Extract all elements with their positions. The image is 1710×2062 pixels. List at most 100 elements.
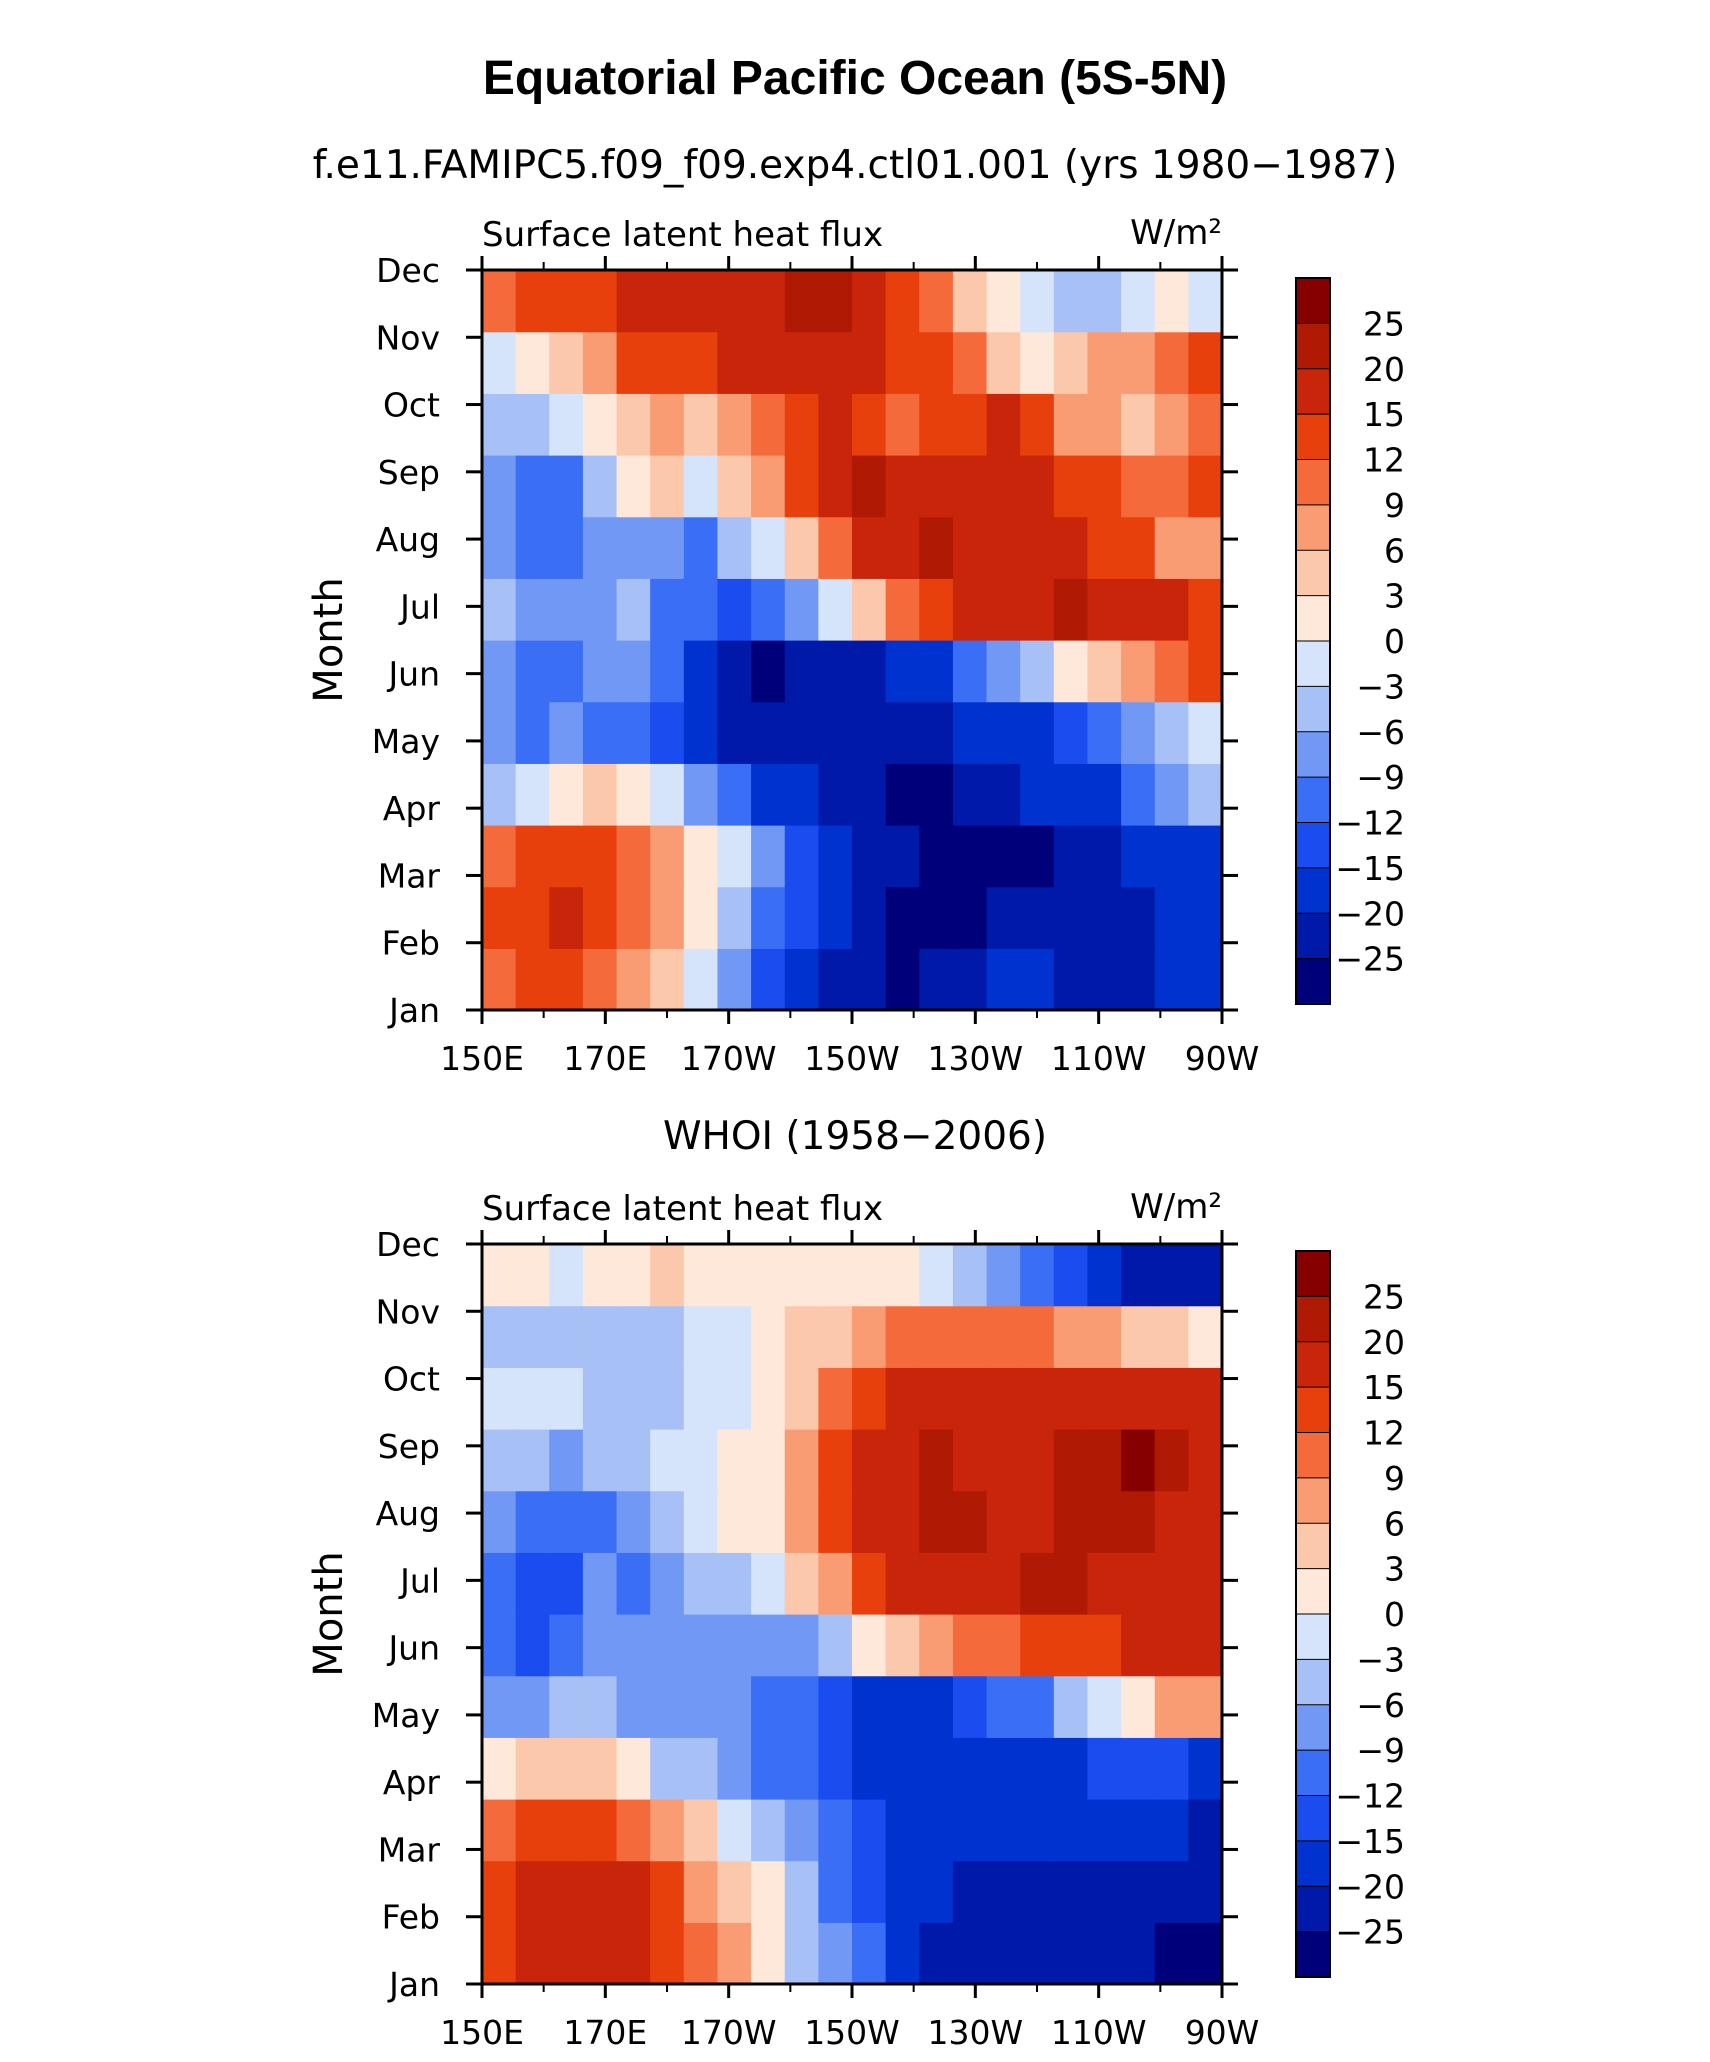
heatmap-cell: [683, 331, 719, 394]
heatmap-cell: [818, 640, 853, 703]
colorbar-swatch: [1295, 549, 1331, 597]
heatmap-cell: [1121, 1737, 1156, 1800]
heatmap-cell: [717, 578, 752, 641]
colorbar-level-label: 3: [1384, 577, 1405, 616]
heatmap-cell: [683, 393, 719, 456]
heatmap-cell: [683, 1552, 719, 1615]
heatmap-cell: [717, 701, 752, 764]
x-tick-label: 130W: [928, 2013, 1024, 2052]
heatmap-cell: [717, 1552, 752, 1615]
heatmap-cell: [717, 1244, 752, 1307]
heatmap-cell: [986, 578, 1021, 641]
heatmap-cell: [1188, 763, 1223, 826]
colorbar-level-label: −25: [1335, 1913, 1405, 1952]
heatmap-cell: [683, 455, 719, 518]
heatmap-cell: [515, 455, 550, 518]
heatmap-cell: [650, 331, 685, 394]
heatmap-cell: [751, 1922, 786, 1985]
heatmap-cell: [717, 1737, 752, 1800]
heatmap-cell: [1020, 578, 1055, 641]
heatmap-cell: [717, 886, 752, 949]
heatmap-cell: [482, 1675, 517, 1738]
heatmap-cell: [885, 825, 920, 888]
heatmap-cell: [1154, 825, 1189, 888]
colorbar-swatch: [1295, 731, 1331, 779]
heatmap-cell: [1154, 1552, 1189, 1615]
colorbar-swatch: [1295, 322, 1331, 370]
heatmap-cell: [1087, 701, 1122, 764]
figure-title: Equatorial Pacific Ocean (5S-5N): [483, 52, 1227, 105]
heatmap-cell: [986, 270, 1021, 333]
heatmap-cell: [919, 1799, 954, 1862]
heatmap-cell: [952, 1305, 988, 1368]
heatmap-cell: [650, 455, 685, 518]
y-axis-label: Month: [306, 1551, 352, 1676]
heatmap-cell: [1087, 1737, 1122, 1800]
heatmap-cell: [616, 948, 651, 1011]
heatmap-cell: [952, 1614, 988, 1677]
heatmap-cell: [717, 1922, 752, 1985]
heatmap-cell: [986, 393, 1021, 456]
colorbar-level-label: −25: [1335, 940, 1405, 979]
heatmap-cell: [885, 578, 920, 641]
colorbar-swatch: [1295, 1704, 1331, 1752]
y-tick-label: Mar: [378, 856, 441, 895]
colorbar-frame: [1295, 1250, 1331, 1978]
heatmap-cell: [482, 701, 517, 764]
heatmap-cell: [1020, 1799, 1055, 1862]
heatmap-cell: [482, 886, 517, 949]
variable-label: Surface latent heat flux: [482, 215, 883, 255]
heatmap-cell: [1121, 1429, 1156, 1492]
heatmap-cell: [515, 1860, 550, 1923]
heatmap-cell: [784, 1429, 819, 1492]
heatmap-cell: [582, 270, 618, 333]
y-tick-label: Feb: [382, 924, 440, 963]
heatmap-cell: [1121, 640, 1156, 703]
heatmap-cell: [986, 1552, 1021, 1615]
heatmap-cell: [751, 455, 786, 518]
heatmap-cell: [515, 1799, 550, 1862]
heatmap-cell: [1121, 1614, 1156, 1677]
heatmap-cell: [986, 1799, 1021, 1862]
heatmap-cell: [986, 1860, 1021, 1923]
heatmap-cell: [1053, 270, 1089, 333]
heatmap-cell: [1121, 825, 1156, 888]
heatmap-cell: [515, 640, 550, 703]
heatmap-cell: [818, 886, 853, 949]
colorbar-swatch: [1295, 1522, 1331, 1570]
y-tick-label: Nov: [376, 1292, 440, 1331]
heatmap-cell: [751, 1614, 786, 1677]
heatmap-cell: [1121, 948, 1156, 1011]
colorbar-swatch: [1295, 459, 1331, 506]
heatmap-cell: [1188, 1244, 1223, 1307]
heatmap-cell: [650, 1922, 685, 1985]
heatmap-cell: [986, 516, 1021, 579]
heatmap-cell: [952, 516, 988, 579]
heatmap-cell: [582, 331, 618, 394]
heatmap-cell: [616, 516, 651, 579]
colorbar-level-label: 9: [1384, 1459, 1405, 1498]
colorbar-swatch: [1295, 1613, 1331, 1661]
heatmap-cell: [852, 640, 887, 703]
heatmap-cell: [616, 270, 651, 333]
panel-1: f.e11.FAMIPC5.f09_f09.exp4.ctl01.001 (yr…: [306, 143, 1405, 1078]
panel-2: WHOI (1958−2006) Surface latent heat flux…: [306, 1114, 1405, 2052]
heatmap-cell: [818, 1922, 853, 1985]
heatmap-cell: [1154, 1799, 1189, 1862]
heatmap-cell: [1121, 1367, 1156, 1430]
heatmap-cell: [1188, 455, 1223, 518]
heatmap-cell: [784, 578, 819, 641]
heatmap-cell: [751, 886, 786, 949]
heatmap-cell: [1121, 1860, 1156, 1923]
heatmap-cell: [1053, 1367, 1089, 1430]
heatmap-cell: [885, 763, 920, 826]
heatmap-cell: [549, 825, 584, 888]
heatmap-cell: [515, 331, 550, 394]
heatmap-cell: [1188, 1490, 1223, 1553]
heatmap-cell: [1087, 270, 1122, 333]
heatmap-cell: [986, 886, 1021, 949]
colorbar-swatch: [1295, 1931, 1331, 1979]
colorbar-swatch: [1295, 1795, 1331, 1842]
heatmap-cell: [751, 1429, 786, 1492]
heatmap-cell: [818, 948, 853, 1011]
